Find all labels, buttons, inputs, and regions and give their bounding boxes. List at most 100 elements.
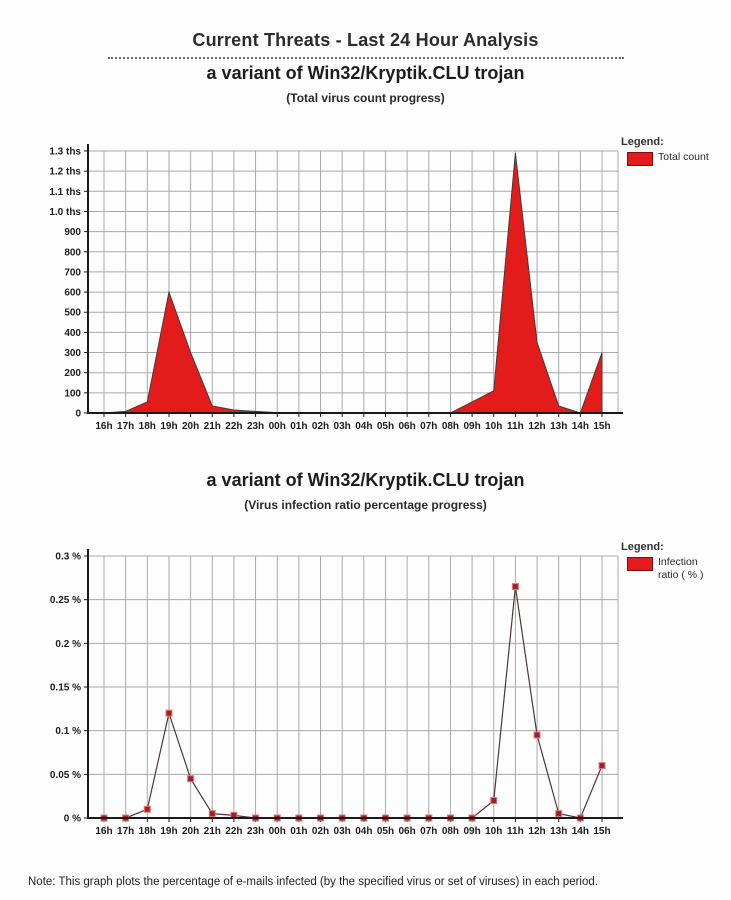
- x-axis-label: 08h: [442, 826, 459, 837]
- x-axis-label: 12h: [528, 826, 545, 837]
- chart1-legend-item: Total count: [621, 151, 726, 166]
- x-axis-label: 15h: [593, 421, 610, 432]
- x-axis-label: 14h: [572, 421, 589, 432]
- x-axis-label: 21h: [204, 826, 221, 837]
- x-axis-label: 19h: [160, 421, 177, 432]
- y-axis-label: 0.25 %: [50, 595, 81, 606]
- infection-ratio-swatch-icon: [627, 557, 653, 571]
- y-axis-label: 1.3 ths: [49, 147, 81, 158]
- title-dotted-divider: [108, 57, 624, 59]
- y-axis-label: 0.2 %: [55, 639, 81, 650]
- chart2-legend-item: Infection ratio ( % ): [621, 556, 726, 582]
- y-axis-label: 400: [64, 328, 81, 339]
- y-axis-label: 0.3 %: [55, 552, 81, 563]
- y-axis-label: 300: [64, 348, 81, 359]
- x-axis-label: 17h: [117, 826, 134, 837]
- y-axis-label: 500: [64, 308, 81, 319]
- x-axis-label: 18h: [139, 421, 156, 432]
- x-axis-label: 01h: [290, 421, 307, 432]
- chart2-legend: Legend: Infection ratio ( % ): [621, 541, 726, 582]
- y-axis-label: 0.1 %: [55, 726, 81, 737]
- x-axis-label: 16h: [95, 421, 112, 432]
- chart2-legend-label: Infection ratio ( % ): [658, 556, 704, 582]
- x-axis-label: 07h: [420, 421, 437, 432]
- footer-note: Note: This graph plots the percentage of…: [28, 875, 598, 888]
- x-axis-label: 20h: [182, 826, 199, 837]
- y-axis-label: 1.2 ths: [49, 167, 81, 178]
- data-point-marker: [143, 805, 151, 813]
- x-axis-label: 03h: [334, 421, 351, 432]
- y-axis-label: 0.15 %: [50, 683, 81, 694]
- x-axis-label: 11h: [507, 826, 524, 837]
- page-title: Current Threats - Last 24 Hour Analysis: [192, 30, 539, 50]
- data-point-marker: [490, 797, 498, 805]
- x-axis-label: 14h: [572, 826, 589, 837]
- chart2-subtitle: (Virus infection ratio percentage progre…: [244, 498, 487, 512]
- x-axis-label: 23h: [247, 421, 264, 432]
- x-axis-label: 04h: [355, 826, 372, 837]
- x-axis-label: 05h: [377, 421, 394, 432]
- data-point-marker: [511, 583, 519, 591]
- x-axis-label: 16h: [95, 826, 112, 837]
- x-axis-label: 03h: [334, 826, 351, 837]
- x-axis-label: 18h: [139, 826, 156, 837]
- x-axis-label: 09h: [463, 826, 480, 837]
- data-point-marker: [208, 810, 216, 818]
- y-axis-label: 1.0 ths: [49, 207, 81, 218]
- chart1-legend: Legend: Total count: [621, 136, 726, 166]
- x-axis-label: 05h: [377, 826, 394, 837]
- x-axis-label: 21h: [204, 421, 221, 432]
- chart2-legend-title: Legend:: [621, 541, 664, 553]
- data-point-marker: [555, 810, 563, 818]
- chart1-total-count-area-chart: 0 100 200 300 400 500 600 700 800 900 1.0 ths 1.1 t…: [49, 144, 623, 432]
- data-point-marker: [165, 709, 173, 717]
- x-axis-label: 00h: [269, 826, 286, 837]
- chart2-title: a variant of Win32/Kryptik.CLU trojan: [206, 470, 525, 490]
- x-axis-label: 07h: [420, 826, 437, 837]
- infection-ratio-line-series: [104, 586, 603, 819]
- x-axis-label: 22h: [225, 421, 242, 432]
- y-axis-label: 0: [75, 409, 81, 420]
- x-axis-label: 06h: [399, 421, 416, 432]
- x-axis-label: 02h: [312, 421, 329, 432]
- chart2-infection-ratio-line-chart: 0 % 0.05 % 0.1 % 0.15 % 0.2 % 0.25 % 0.3 % 16h 1…: [50, 549, 623, 837]
- x-axis-label: 15h: [593, 826, 610, 837]
- chart1-legend-title: Legend:: [621, 136, 664, 148]
- total-count-swatch-icon: [627, 152, 653, 166]
- x-axis-label: 19h: [160, 826, 177, 837]
- y-axis-label: 600: [64, 288, 81, 299]
- y-axis-label: 1.1 ths: [49, 187, 81, 198]
- x-axis-label: 12h: [528, 421, 545, 432]
- x-axis-label: 10h: [485, 421, 502, 432]
- y-axis-label: 100: [64, 388, 81, 399]
- y-axis-label: 800: [64, 247, 81, 258]
- chart1-title: a variant of Win32/Kryptik.CLU trojan: [206, 63, 525, 83]
- x-axis-label: 04h: [355, 421, 372, 432]
- y-axis-label: 900: [64, 227, 81, 238]
- x-axis-label: 09h: [463, 421, 480, 432]
- chart1-legend-label: Total count: [658, 151, 709, 163]
- x-axis-label: 06h: [399, 826, 416, 837]
- x-axis-label: 13h: [550, 421, 567, 432]
- y-axis-label: 200: [64, 368, 81, 379]
- x-axis-label: 13h: [550, 826, 567, 837]
- x-axis-label: 20h: [182, 421, 199, 432]
- data-point-marker: [598, 762, 606, 770]
- y-axis-label: 700: [64, 267, 81, 278]
- x-axis-label: 17h: [117, 421, 134, 432]
- x-axis-label: 02h: [312, 826, 329, 837]
- data-point-marker: [187, 775, 195, 783]
- y-axis-label: 0 %: [64, 814, 81, 825]
- x-axis-label: 08h: [442, 421, 459, 432]
- chart1-subtitle: (Total virus count progress): [286, 91, 445, 105]
- x-axis-label: 22h: [225, 826, 242, 837]
- y-axis-label: 0.05 %: [50, 770, 81, 781]
- x-axis-label: 23h: [247, 826, 264, 837]
- total-count-area-series: [103, 152, 603, 414]
- x-axis-label: 10h: [485, 826, 502, 837]
- data-point-marker: [533, 731, 541, 739]
- x-axis-label: 01h: [290, 826, 307, 837]
- x-axis-label: 00h: [269, 421, 286, 432]
- x-axis-label: 11h: [507, 421, 524, 432]
